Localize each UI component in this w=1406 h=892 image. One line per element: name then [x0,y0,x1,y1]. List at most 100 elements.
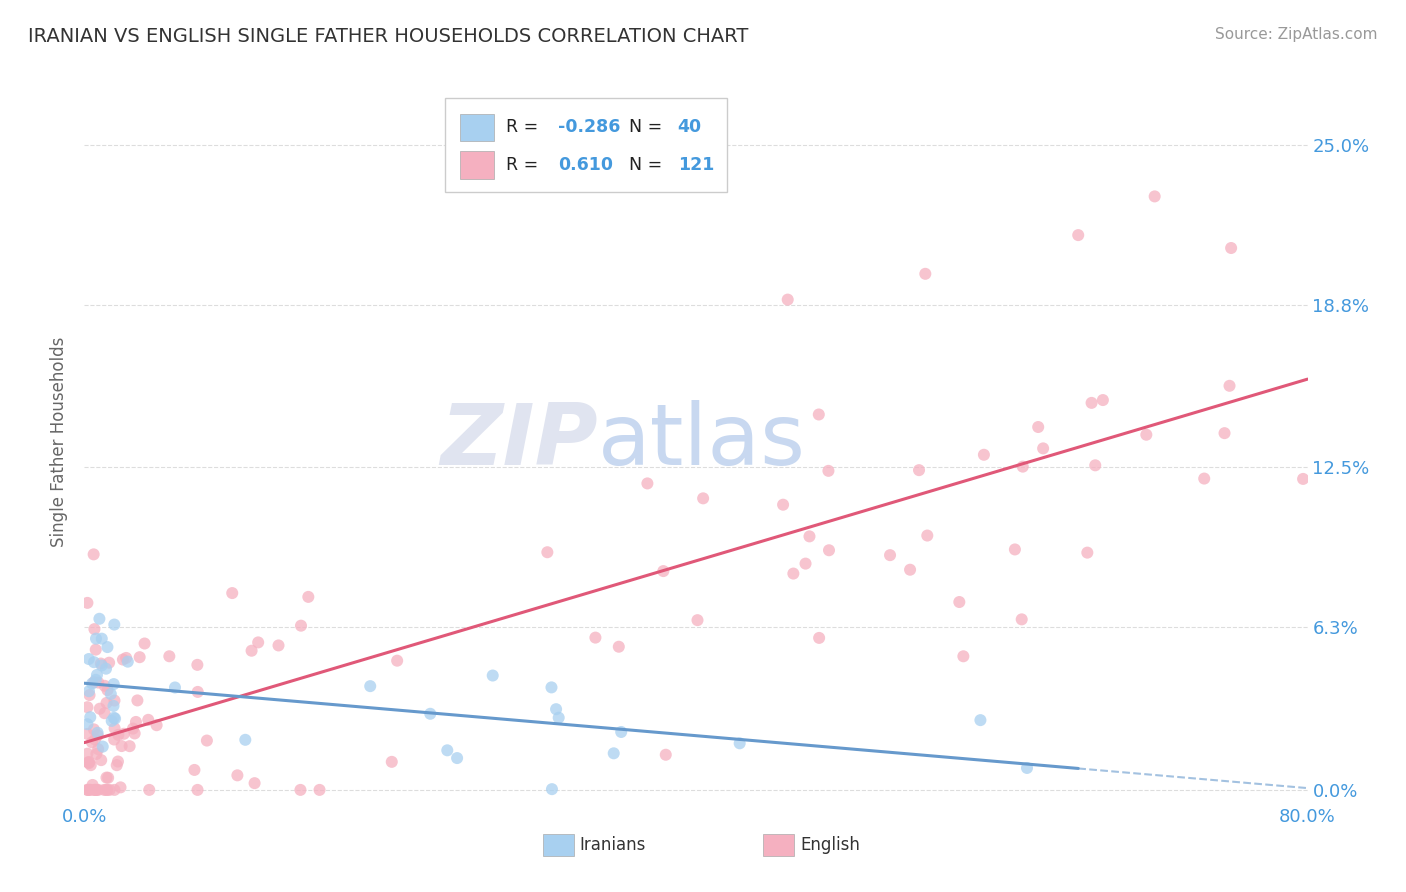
Text: IRANIAN VS ENGLISH SINGLE FATHER HOUSEHOLDS CORRELATION CHART: IRANIAN VS ENGLISH SINGLE FATHER HOUSEHO… [28,27,748,45]
Point [103,677,125,691]
Point [1015,761,1038,775]
Point [87,783,110,797]
Point [541,782,564,797]
Point [83,622,105,636]
Point [94,662,117,676]
Point [104,721,127,735]
Y-axis label: Single Father Households: Single Father Households [51,336,69,547]
Point [692,491,714,506]
Point [128,650,150,665]
Point [105,758,128,772]
Point [1143,189,1166,203]
Point [82,778,104,792]
Point [794,557,817,571]
Bar [460,113,494,141]
Point [290,618,312,632]
FancyBboxPatch shape [446,98,727,193]
Point [1218,379,1240,393]
Point [1192,472,1215,486]
Point [267,639,290,653]
Point [610,725,633,739]
Point [782,566,804,581]
Point [969,713,991,727]
Point [914,267,936,281]
Point [103,783,125,797]
Text: -0.286: -0.286 [558,119,620,136]
Point [104,712,127,726]
Text: Iranians: Iranians [579,836,647,854]
Point [1080,396,1102,410]
Point [233,732,256,747]
Point [186,783,208,797]
Point [879,548,901,562]
Point [110,780,132,795]
Text: ZIP: ZIP [440,400,598,483]
Point [247,635,270,649]
Text: 121: 121 [678,156,714,174]
Text: N =: N = [628,119,668,136]
Point [446,751,468,765]
Point [111,739,134,753]
Point [77,652,100,666]
Point [83,547,105,561]
Text: 0.610: 0.610 [558,156,613,174]
Point [103,698,125,713]
Point [1067,228,1090,243]
Point [79,755,101,769]
Point [636,476,658,491]
Point [84,632,107,646]
Point [76,783,98,797]
Point [77,756,100,770]
Point [87,675,110,690]
Text: R =: R = [506,119,544,136]
Point [546,702,568,716]
Point [93,706,115,721]
Point [127,693,149,707]
Point [93,679,115,693]
Point [807,408,830,422]
Point [115,651,138,665]
Point [583,631,606,645]
Text: Source: ZipAtlas.com: Source: ZipAtlas.com [1215,27,1378,42]
Text: atlas: atlas [598,400,806,483]
Point [97,771,120,785]
Point [818,543,841,558]
Point [107,755,129,769]
Point [96,696,118,710]
Point [98,656,121,670]
Point [138,783,160,797]
Point [157,649,180,664]
Point [103,732,125,747]
Point [655,747,678,762]
Point [86,726,108,740]
Point [808,631,831,645]
Point [1084,458,1107,473]
Text: 40: 40 [678,119,702,136]
Point [96,683,118,698]
Point [799,529,821,543]
Point [84,783,107,797]
Point [98,783,121,797]
Bar [543,834,574,855]
Point [79,688,101,702]
Point [1213,426,1236,441]
Text: English: English [800,836,860,854]
Point [111,652,134,666]
Point [163,681,186,695]
Point [87,742,110,756]
Point [77,783,100,797]
Text: N =: N = [628,156,668,174]
Point [89,612,111,626]
Point [112,727,135,741]
Point [728,736,751,750]
Point [917,528,939,542]
Point [96,771,118,785]
Point [86,747,108,761]
Point [86,783,108,797]
Point [145,718,167,732]
Point [79,783,101,797]
Point [536,545,558,559]
Point [1292,472,1315,486]
Point [187,685,209,699]
Point [103,711,125,725]
